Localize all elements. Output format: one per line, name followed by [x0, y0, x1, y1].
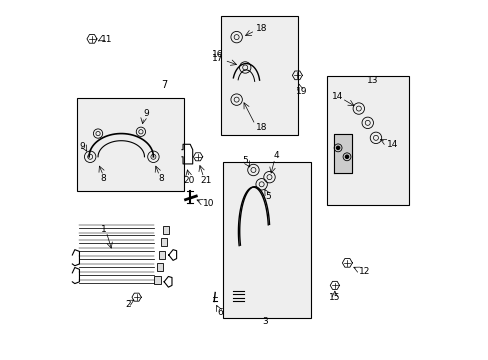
Text: 5: 5: [264, 192, 270, 201]
Bar: [223, 162, 310, 318]
Text: 8: 8: [159, 175, 164, 184]
Text: 9: 9: [79, 141, 85, 150]
Text: 20: 20: [183, 176, 194, 185]
Text: 3: 3: [262, 317, 267, 326]
Text: 10: 10: [203, 199, 215, 208]
Bar: [221, 16, 298, 135]
Text: 15: 15: [328, 293, 340, 302]
Polygon shape: [333, 134, 351, 173]
Text: 2: 2: [124, 300, 130, 309]
Circle shape: [336, 146, 339, 149]
Text: 16: 16: [212, 50, 224, 59]
Bar: [159, 251, 165, 258]
Text: 1: 1: [101, 225, 106, 234]
Bar: [326, 76, 408, 205]
Text: 9: 9: [143, 109, 149, 118]
Text: 8: 8: [101, 175, 106, 184]
Text: 11: 11: [101, 35, 112, 44]
Bar: [77, 98, 183, 191]
Text: 13: 13: [366, 76, 377, 85]
Text: 5: 5: [242, 156, 247, 165]
Text: 17: 17: [212, 54, 224, 63]
Text: 6: 6: [217, 308, 223, 317]
Bar: [156, 263, 163, 271]
Text: 12: 12: [358, 267, 369, 276]
Bar: [154, 276, 161, 284]
Text: 4: 4: [273, 151, 279, 160]
Text: 7: 7: [161, 80, 167, 90]
Text: 18: 18: [255, 24, 267, 33]
Bar: [163, 226, 169, 234]
Text: 14: 14: [386, 140, 397, 149]
Text: 18: 18: [255, 123, 267, 132]
Text: 21: 21: [200, 176, 211, 185]
Text: 19: 19: [295, 87, 307, 96]
Bar: [161, 238, 167, 246]
Text: 14: 14: [331, 91, 343, 100]
Circle shape: [345, 155, 348, 158]
